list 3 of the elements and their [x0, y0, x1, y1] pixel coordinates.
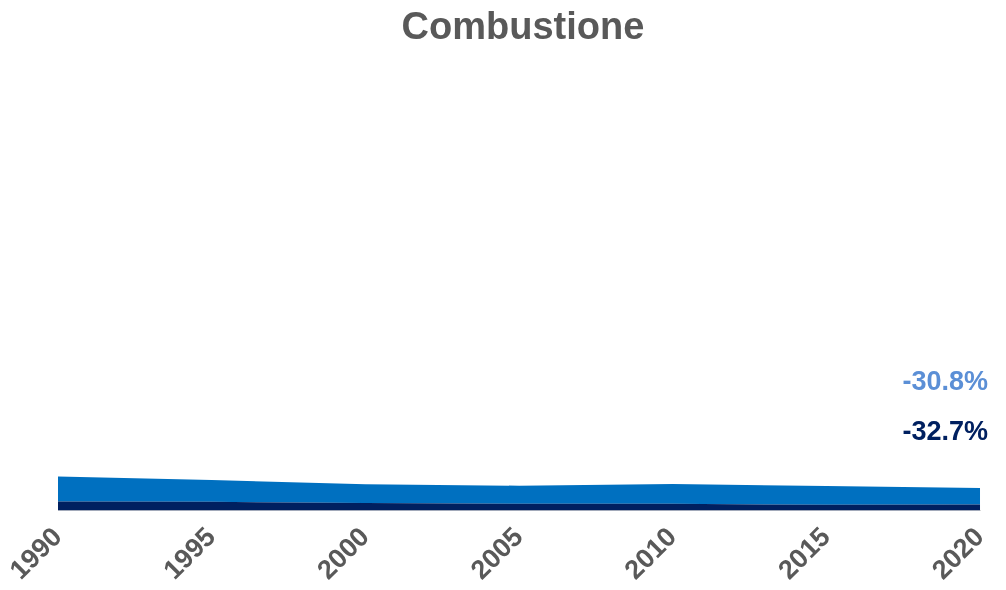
chart-title: Combustione: [401, 5, 645, 48]
text: -32.7%: [902, 416, 989, 447]
text: -30.8%: [902, 366, 989, 397]
